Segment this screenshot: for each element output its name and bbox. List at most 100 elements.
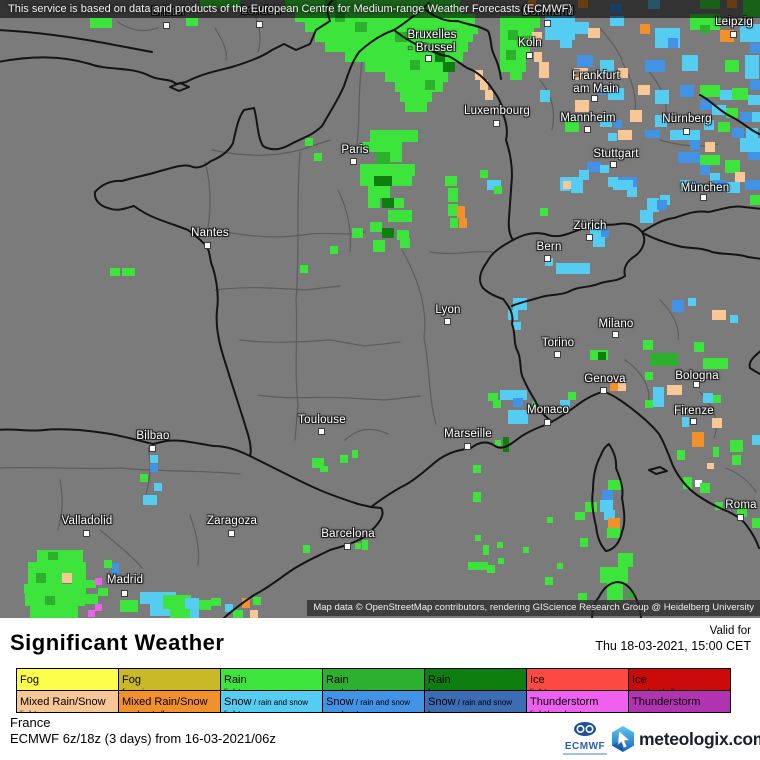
precip-cell xyxy=(352,450,358,458)
precip-cell xyxy=(425,80,435,90)
precip-cell xyxy=(388,210,412,222)
precip-cell xyxy=(703,358,728,369)
precip-cell xyxy=(746,128,758,138)
precip-cell xyxy=(618,553,633,567)
precip-cell xyxy=(508,310,518,320)
precip-cell xyxy=(352,228,363,238)
precip-cell xyxy=(390,152,402,162)
precip-cell xyxy=(532,32,542,44)
precip-cell xyxy=(682,55,698,71)
precip-cell xyxy=(150,464,158,472)
precipitation-cells-layer xyxy=(24,0,760,618)
precip-cell xyxy=(400,92,432,102)
precip-cell xyxy=(670,130,700,140)
meteologix-logo-text: meteologix.com xyxy=(639,728,760,749)
precip-cell xyxy=(395,32,407,42)
meteologix-logo: meteologix.com xyxy=(610,725,760,753)
precip-cell xyxy=(730,440,743,452)
precip-cell xyxy=(732,88,748,100)
precip-cell xyxy=(450,218,458,228)
valid-for-label: Valid for xyxy=(709,625,751,637)
precip-cell xyxy=(600,500,613,512)
precip-cell xyxy=(750,43,760,53)
precip-cell xyxy=(707,463,714,469)
precip-cell xyxy=(600,115,612,127)
info-panel: Significant Weather Valid for Thu 18-03-… xyxy=(0,618,760,760)
precip-cell xyxy=(382,198,394,208)
precip-cell xyxy=(373,240,385,252)
precip-cell xyxy=(468,26,478,34)
precip-cell xyxy=(750,80,760,90)
precip-cell xyxy=(580,538,588,547)
precip-cell xyxy=(745,180,760,190)
precip-cell xyxy=(645,372,653,380)
precip-cell xyxy=(602,490,613,501)
precip-cell xyxy=(368,186,390,198)
precip-cell xyxy=(86,580,96,588)
precip-cell xyxy=(643,340,653,350)
precip-cell xyxy=(704,120,714,130)
precip-cell xyxy=(571,180,583,193)
precip-cell xyxy=(650,353,678,366)
precip-cell xyxy=(694,342,704,352)
ecmwf-logo-text: ECMWF xyxy=(564,741,606,752)
precip-cell xyxy=(473,492,481,502)
legend-cell: Icemoderate/heavy xyxy=(629,669,731,691)
precip-cell xyxy=(627,187,637,197)
precip-cell xyxy=(473,465,481,473)
precip-cell xyxy=(601,230,609,238)
precip-cell xyxy=(705,142,715,152)
precip-cell xyxy=(653,387,664,407)
precip-cell xyxy=(720,30,734,42)
precip-cell xyxy=(575,100,589,112)
precip-cell xyxy=(523,547,529,553)
precip-cell xyxy=(62,573,72,583)
precip-cell xyxy=(483,545,489,555)
precip-cell xyxy=(557,563,563,569)
map-background xyxy=(0,0,760,618)
precip-cell xyxy=(385,72,448,82)
legend-cell: Mixed Rain/Snowmoderate/heavy xyxy=(119,691,221,713)
precip-cell xyxy=(95,578,102,585)
precip-cell xyxy=(495,440,501,446)
ecmwf-logo: ECMWF xyxy=(563,721,607,755)
precip-cell xyxy=(312,458,324,468)
precip-cell xyxy=(587,162,601,172)
legend-cell: Snow / rain and snowmoderate xyxy=(323,691,425,713)
precip-cell xyxy=(410,60,420,70)
precip-cell xyxy=(732,455,741,465)
precip-cell xyxy=(37,550,83,562)
precip-cell xyxy=(500,16,540,28)
precip-cell xyxy=(500,58,526,72)
precip-cell xyxy=(395,82,443,92)
precip-cell xyxy=(680,85,694,97)
precip-cell xyxy=(143,495,150,505)
ecmwf-disclaimer-banner: This service is based on data and produc… xyxy=(0,0,760,18)
precip-cell xyxy=(370,222,382,232)
precip-cell xyxy=(459,218,467,228)
map-attribution: Map data © OpenStreetMap contributors, r… xyxy=(307,600,760,616)
precip-cell xyxy=(740,112,752,122)
precip-cell xyxy=(540,90,550,102)
precip-cell xyxy=(36,573,46,583)
precip-cell xyxy=(475,535,481,541)
precip-cell xyxy=(640,210,653,223)
precip-cell xyxy=(618,68,628,78)
precip-cell xyxy=(608,518,620,528)
precip-cell xyxy=(300,265,308,273)
precip-cell xyxy=(122,268,135,276)
precip-cell xyxy=(487,565,495,573)
precip-cell xyxy=(45,596,55,605)
precip-cell xyxy=(28,562,86,573)
precip-cell xyxy=(315,32,473,42)
precip-cell xyxy=(608,480,622,490)
precip-cell xyxy=(690,14,720,30)
precip-cell xyxy=(735,172,745,182)
precip-cell xyxy=(672,300,684,312)
precip-cell xyxy=(588,28,600,38)
precip-cell xyxy=(680,180,690,192)
precip-cell xyxy=(104,560,112,568)
precip-cell xyxy=(340,455,348,463)
precip-cell xyxy=(250,610,258,618)
precip-cell xyxy=(725,160,740,173)
